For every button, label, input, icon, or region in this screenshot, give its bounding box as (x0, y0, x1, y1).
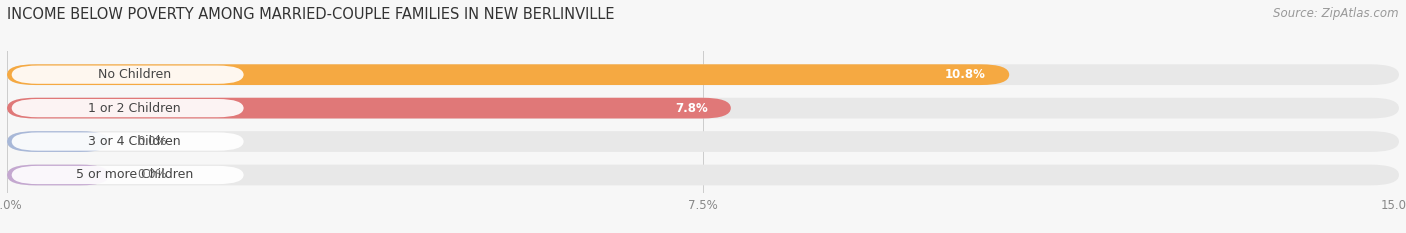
Text: 1 or 2 Children: 1 or 2 Children (87, 102, 180, 115)
Text: 0.0%: 0.0% (136, 135, 166, 148)
FancyBboxPatch shape (7, 98, 731, 118)
Text: 10.8%: 10.8% (945, 68, 986, 81)
Text: INCOME BELOW POVERTY AMONG MARRIED-COUPLE FAMILIES IN NEW BERLINVILLE: INCOME BELOW POVERTY AMONG MARRIED-COUPL… (7, 7, 614, 22)
Text: No Children: No Children (97, 68, 170, 81)
FancyBboxPatch shape (11, 99, 243, 117)
Text: 5 or more Children: 5 or more Children (76, 168, 193, 182)
FancyBboxPatch shape (7, 165, 110, 185)
FancyBboxPatch shape (7, 98, 1399, 118)
FancyBboxPatch shape (11, 132, 243, 151)
FancyBboxPatch shape (11, 166, 243, 184)
FancyBboxPatch shape (11, 65, 243, 84)
FancyBboxPatch shape (7, 64, 1010, 85)
Text: 0.0%: 0.0% (136, 168, 166, 182)
FancyBboxPatch shape (7, 165, 1399, 185)
Text: Source: ZipAtlas.com: Source: ZipAtlas.com (1274, 7, 1399, 20)
Text: 3 or 4 Children: 3 or 4 Children (87, 135, 180, 148)
Text: 7.8%: 7.8% (675, 102, 707, 115)
FancyBboxPatch shape (7, 64, 1399, 85)
FancyBboxPatch shape (7, 131, 1399, 152)
FancyBboxPatch shape (7, 131, 110, 152)
